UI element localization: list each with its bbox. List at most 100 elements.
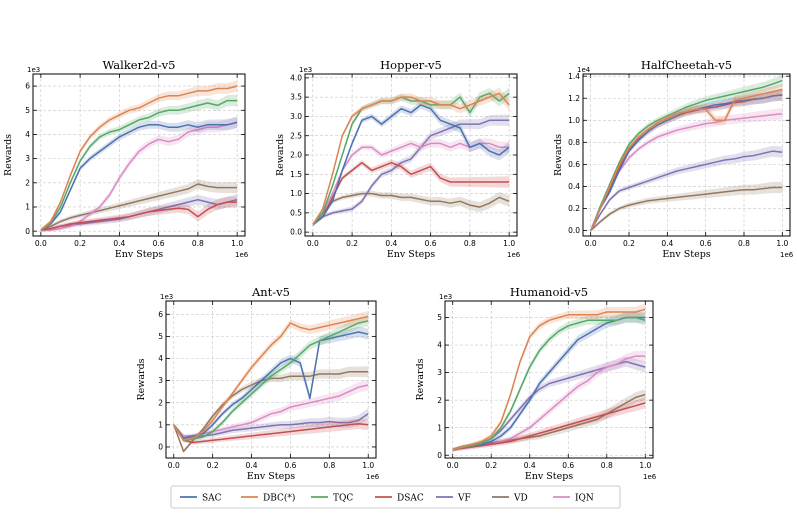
y-tick-label: 0 [25,227,30,236]
x-tick-label: 0.2 [207,461,219,470]
y-tick-label: 2 [158,398,163,407]
x-tick-label: 0.8 [323,461,335,470]
series-line-vd [173,371,369,453]
band-vd [173,366,369,454]
x-tick-label: 0.4 [524,461,536,470]
y-tick-label: 0.4 [568,182,580,191]
y-tick-label: 1.4 [568,72,580,81]
y-tick-label: 3.0 [290,112,302,121]
y-tick-label: 0 [437,451,442,460]
band-dbc [40,80,238,232]
x-tick-label: 1.0 [362,461,374,470]
series-line-iqn [40,121,238,231]
x-axis-label: Env Steps [387,249,435,260]
x-scale-label: 1e6 [366,473,380,481]
band-iqn [40,116,238,232]
series-line-vd [590,186,783,232]
x-tick-label: 0.2 [485,461,497,470]
series-line-dsac [173,422,369,444]
x-axis-label: Env Steps [115,249,163,260]
x-tick-label: 0.2 [623,239,635,248]
y-axis-label: Rewards [415,358,426,400]
x-tick-label: 1.0 [776,239,788,248]
band-vd [40,179,238,232]
plot-frame [32,73,246,237]
band-vf [312,114,510,227]
x-tick-label: 0.6 [700,239,712,248]
series-line-tqc [40,99,238,231]
series-line-tqc [173,320,369,442]
series-line-sac [173,331,369,439]
band-dbc [590,83,783,233]
band-tqc [173,315,369,443]
y-tick-label: 6 [25,82,30,91]
series-line-vd [312,192,510,225]
y-scale-label: 1e3 [299,66,312,74]
series-line-sac [40,121,238,231]
series-line-vf [590,150,783,231]
y-tick-label: 2.0 [290,151,302,160]
legend-label-vd: VD [513,494,528,504]
x-tick-label: 0.0 [307,239,319,248]
legend-label-iqn: IQN [575,494,594,504]
series-line-dbc [173,315,369,442]
x-tick-label: 0.8 [192,239,204,248]
y-tick-label: 0.5 [290,208,302,217]
x-tick-label: 0.0 [168,461,180,470]
band-vd [312,190,510,227]
y-tick-label: 1 [437,423,442,432]
y-tick-label: 3 [158,376,163,385]
y-tick-label: 5 [437,313,442,322]
legend-box [170,485,621,509]
y-tick-label: 0.8 [568,138,580,147]
y-tick-label: 3.5 [290,93,302,102]
x-tick-label: 0.4 [246,461,258,470]
y-tick-label: 5 [158,332,163,341]
x-tick-label: 0.8 [738,239,750,248]
band-dsac [173,418,369,445]
y-tick-label: 4 [25,130,30,139]
y-tick-label: 1.2 [568,94,580,103]
chart-panel-2: 0.0 0.2 0.4 0.6 0.8 1.0 0.0 0.2 0.4 0.6 0.8 1.0 1.2 1… [553,58,794,260]
series-line-sac [452,316,646,451]
y-tick-label: 0.0 [290,228,302,237]
series-line-dsac [312,161,510,225]
x-tick-label: 0.4 [385,239,397,248]
series-line-dbc [452,308,646,451]
panel-title: Walker2d-v5 [102,58,175,72]
x-tick-label: 0.8 [601,461,613,470]
y-tick-label: 1 [25,203,30,212]
series-line-vd [40,183,238,231]
x-scale-label: 1e6 [643,473,657,481]
chart-panel-1: 0.0 0.2 0.4 0.6 0.8 1.0 0.0 0.5 1.0 1.5 2.0 2.5 3.0 3… [275,58,521,260]
y-axis-label: Rewards [553,134,564,176]
legend-label-sac: SAC [202,494,222,504]
legend-label-dsac: DSAC [397,494,424,504]
y-axis-label: Rewards [136,358,147,400]
y-tick-label: 1.0 [290,189,302,198]
y-axis-label: Rewards [3,134,14,176]
band-dsac [312,159,510,227]
x-scale-label: 1e6 [507,251,521,259]
legend: SAC DBC(*) TQC DSAC VF VD IQN [170,485,621,509]
series-line-dbc [40,85,238,231]
x-tick-label: 0.0 [35,239,47,248]
x-tick-label: 1.0 [639,461,651,470]
legend-label-vf: VF [457,494,471,504]
y-tick-label: 4 [437,341,442,350]
band-sac [173,326,369,440]
series-line-dbc [590,88,783,231]
y-tick-label: 1.0 [568,116,580,125]
panel-title: HalfCheetah-v5 [641,58,732,72]
band-iqn [312,138,510,227]
series-line-iqn [173,384,369,437]
y-axis-label: Rewards [275,134,286,176]
series-line-vf [312,119,510,225]
band-sac [312,101,510,227]
band-vf [590,145,783,233]
y-scale-label: 1e3 [27,66,40,74]
y-tick-label: 4 [158,354,163,363]
chart-panel-0: 0.0 0.2 0.4 0.6 0.8 1.0 0 1 2 3 4 5 6 Walker2d-v5 1e3 1… [3,58,249,260]
series-line-sac [312,104,510,225]
